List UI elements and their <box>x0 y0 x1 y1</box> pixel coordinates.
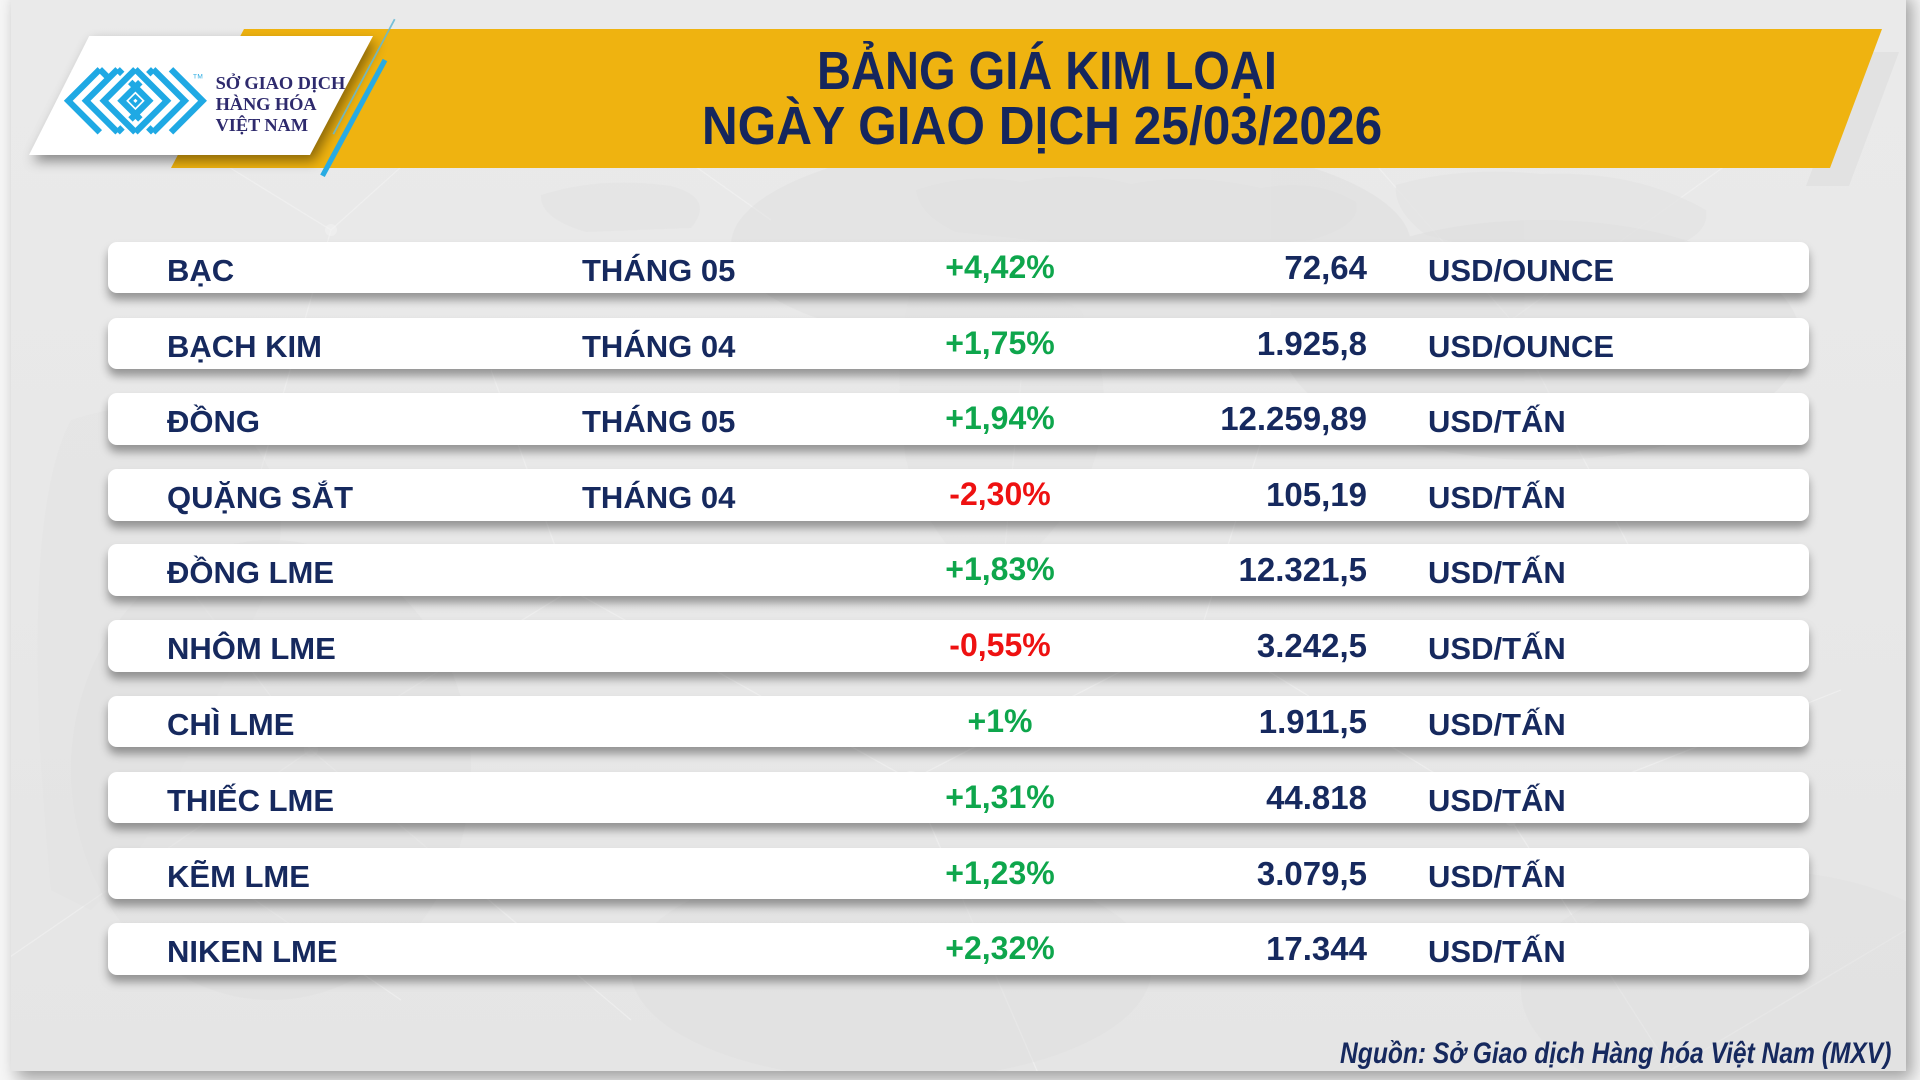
svg-text:TM: TM <box>193 74 203 81</box>
